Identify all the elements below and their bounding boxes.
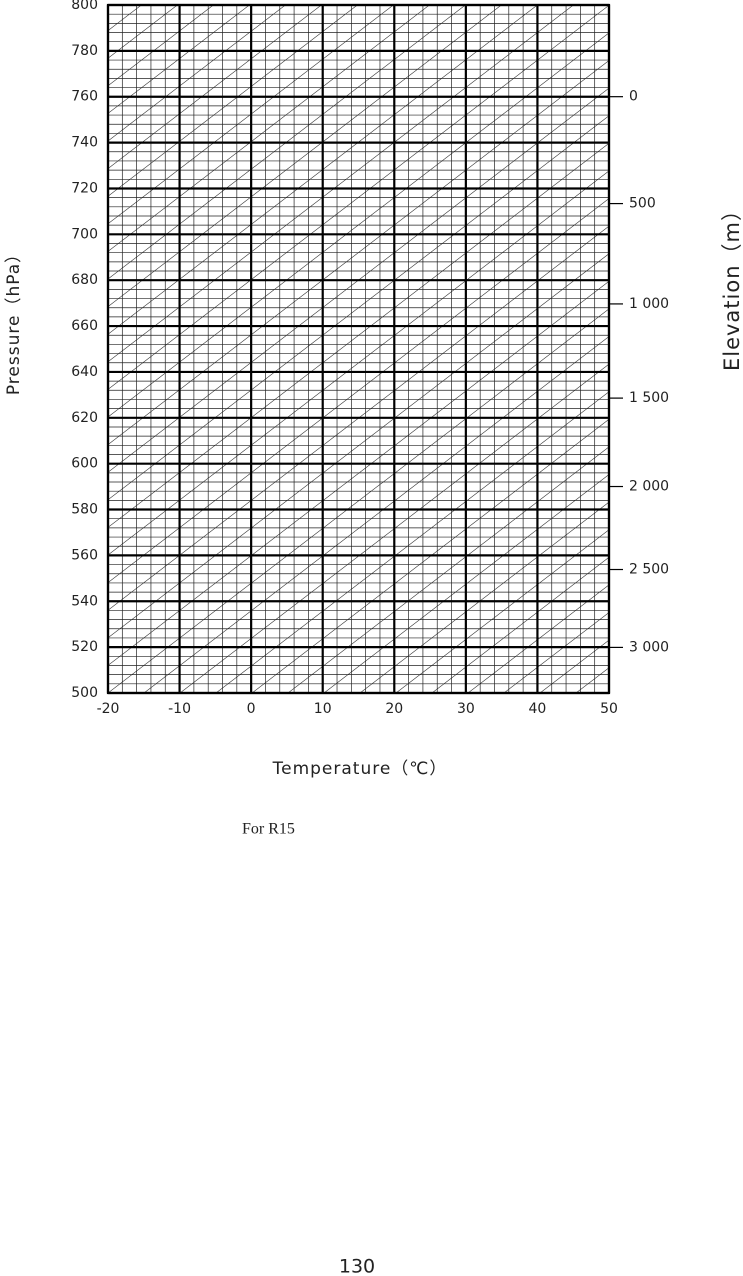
y-tick-label: 640 bbox=[71, 364, 98, 380]
x-tick-label: -10 bbox=[168, 701, 191, 717]
diagonal bbox=[431, 556, 609, 693]
diagonal bbox=[108, 115, 609, 501]
diagonal bbox=[108, 5, 574, 363]
diagonal bbox=[108, 5, 502, 307]
diagonal bbox=[108, 142, 609, 528]
diagonal bbox=[467, 584, 609, 693]
y-tick-label: 620 bbox=[71, 410, 98, 426]
diagonal bbox=[108, 280, 609, 666]
diagonal bbox=[108, 5, 609, 390]
y2-axis-label: Elevation（m） bbox=[720, 199, 743, 371]
diagonal bbox=[108, 225, 609, 611]
diagonal bbox=[108, 5, 286, 142]
diagonal bbox=[108, 5, 538, 335]
y2-tick-label: 0 bbox=[629, 89, 638, 105]
diagonal bbox=[108, 253, 609, 639]
y2-tick-label: 2 500 bbox=[629, 562, 669, 578]
diagonal bbox=[108, 5, 430, 252]
diagonal bbox=[251, 418, 609, 693]
diagonal bbox=[108, 5, 322, 169]
y-tick-label: 560 bbox=[71, 547, 98, 563]
diagonal bbox=[287, 446, 609, 693]
diagonal bbox=[108, 308, 609, 693]
diagonal bbox=[575, 667, 609, 693]
y-tick-label: 680 bbox=[71, 272, 98, 288]
y-axis-label: Pressure（hPa） bbox=[4, 245, 24, 395]
diagonal bbox=[108, 87, 609, 473]
y2-tick-label: 1 000 bbox=[629, 296, 669, 312]
diagonal bbox=[179, 363, 609, 693]
diagonal bbox=[108, 5, 358, 197]
diagonal bbox=[539, 639, 609, 693]
x-tick-label: 10 bbox=[314, 701, 332, 717]
y-tick-label: 600 bbox=[71, 456, 98, 472]
diagonal bbox=[108, 5, 394, 225]
diagonal bbox=[108, 198, 609, 583]
y-tick-label: 520 bbox=[71, 639, 98, 655]
diagonal bbox=[323, 474, 609, 693]
y2-tick-label: 500 bbox=[629, 196, 656, 212]
y-tick-label: 780 bbox=[71, 43, 98, 59]
diagonal bbox=[395, 529, 609, 693]
y-tick-label: 500 bbox=[71, 685, 98, 701]
diagonal-lines bbox=[108, 5, 609, 693]
x-tick-label: 30 bbox=[457, 701, 475, 717]
y-tick-label: 720 bbox=[71, 180, 98, 196]
x-tick-label: -20 bbox=[97, 701, 120, 717]
y-tick-label: 540 bbox=[71, 593, 98, 609]
caption: For R15 bbox=[242, 821, 295, 838]
x-axis-label: Temperature（℃） bbox=[272, 759, 448, 779]
y2-tick-label: 3 000 bbox=[629, 639, 669, 655]
y-tick-label: 740 bbox=[71, 135, 98, 151]
diagonal bbox=[359, 501, 609, 693]
plot-frame bbox=[106, 3, 611, 695]
diagonal bbox=[108, 60, 609, 445]
x-tick-label: 0 bbox=[247, 701, 256, 717]
y-tick-label: 760 bbox=[71, 89, 98, 105]
x-tick-label: 40 bbox=[529, 701, 547, 717]
y-tick-label: 580 bbox=[71, 502, 98, 518]
y-tick-label: 800 bbox=[71, 0, 98, 13]
y2-tick-label: 2 000 bbox=[629, 479, 669, 495]
y-tick-label: 660 bbox=[71, 318, 98, 334]
diagonal bbox=[108, 32, 609, 418]
diagonal bbox=[215, 391, 609, 693]
y2-tick-label: 1 500 bbox=[629, 390, 669, 406]
diagonal bbox=[108, 5, 466, 280]
major-grid bbox=[106, 3, 611, 695]
minor-grid bbox=[108, 5, 609, 693]
x-tick-label: 20 bbox=[385, 701, 403, 717]
diagonal bbox=[108, 170, 609, 556]
y-tick-label: 700 bbox=[71, 226, 98, 242]
x-tick-label: 50 bbox=[600, 701, 618, 717]
page-number: 130 bbox=[339, 1256, 375, 1276]
diagonal bbox=[503, 612, 609, 693]
